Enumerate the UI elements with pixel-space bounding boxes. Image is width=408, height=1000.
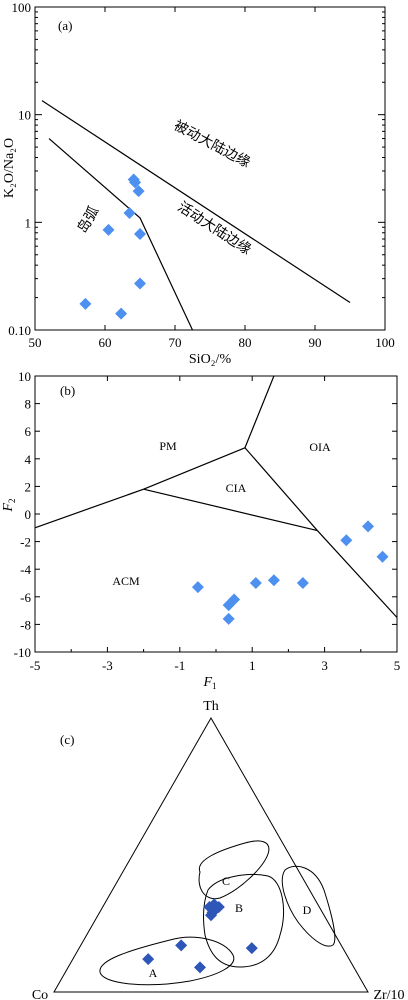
panel-b-frame xyxy=(34,375,398,653)
panel-b-ticks: -5 -3 -1 1 3 5 -10 -8 -6 -4 -2 0 2 4 6 8 10 xyxy=(14,369,401,673)
b-y-tick-label: 2 xyxy=(25,479,32,494)
c-data-point xyxy=(205,909,217,922)
field-b-label: B xyxy=(235,901,243,915)
field-d-label: D xyxy=(303,903,312,917)
b-data-point xyxy=(362,520,375,533)
panel-b-label: (b) xyxy=(60,383,75,398)
field-a-outline xyxy=(99,936,235,986)
b-data-point xyxy=(249,577,262,589)
pm-field-label: PM xyxy=(159,439,177,453)
a-x-tick-label: 50 xyxy=(29,335,42,350)
active-margin-label: 活动大陆边缘 xyxy=(175,199,254,258)
field-c-label: C xyxy=(222,874,230,888)
c-data-point xyxy=(142,953,155,966)
b-boundary-line xyxy=(244,447,318,531)
b-data-point xyxy=(340,534,353,547)
c-data-point xyxy=(245,942,258,955)
c-data-point xyxy=(194,961,207,974)
b-y-tick-label: -2 xyxy=(20,535,31,550)
a-x-tick-label: 70 xyxy=(169,335,182,350)
b-boundary-line xyxy=(34,447,246,529)
a-x-tick-label: 60 xyxy=(99,335,112,350)
b-x-tick-label: -3 xyxy=(102,658,113,673)
passive-margin-label: 被动大陆边缘 xyxy=(171,118,253,172)
b-data-point xyxy=(267,574,280,587)
panel-b-points xyxy=(191,520,389,625)
b-data-point xyxy=(376,550,389,563)
panel-a-points xyxy=(79,173,146,320)
b-boundary-line xyxy=(316,530,398,618)
vertex-th-label: Th xyxy=(203,699,219,714)
b-data-point xyxy=(228,593,241,606)
a-y-tick-label: 100 xyxy=(12,0,32,15)
vertex-co-label: Co xyxy=(32,988,48,1000)
panel-a-frame xyxy=(34,6,386,331)
b-y-tick-label: -8 xyxy=(20,617,31,632)
island-arc-label: 岛弧 xyxy=(75,204,103,236)
b-x-tick-label: -5 xyxy=(30,658,41,673)
b-data-point xyxy=(191,581,204,594)
a-boundary-line xyxy=(48,138,194,331)
ternary-triangle xyxy=(53,716,369,993)
panel-a-xlabel: SiO₂/% xyxy=(189,352,232,367)
field-a-label: A xyxy=(149,966,158,980)
a-y-tick-label: 0.10 xyxy=(8,323,31,338)
b-data-point xyxy=(296,577,309,589)
panel-b: (b) -5 -3 -1 1 3 5 -10 -8 -6 -4 -2 0 2 4 6 8 10 PM CIA O… xyxy=(1,369,400,691)
b-y-tick-label: 0 xyxy=(25,507,32,522)
c-data-point xyxy=(175,939,188,952)
b-y-tick-label: -10 xyxy=(14,645,31,660)
oia-field-label: OIA xyxy=(309,440,331,454)
a-y-tick-label: 10 xyxy=(18,108,31,123)
field-b-outline xyxy=(203,874,285,968)
a-data-point xyxy=(129,176,142,189)
vertex-zr-label: Zr/10 xyxy=(373,988,404,1000)
field-d-outline xyxy=(281,865,336,947)
a-data-point xyxy=(132,185,145,198)
panel-a-boundaries xyxy=(41,100,351,331)
b-x-tick-label: 1 xyxy=(249,658,256,673)
b-x-tick-label: -1 xyxy=(174,658,185,673)
a-data-point xyxy=(115,307,128,320)
a-y-tick-label: 1 xyxy=(25,215,32,230)
a-data-point xyxy=(79,297,92,310)
panel-a-ylabel: K₂O/Na₂O xyxy=(2,138,17,198)
b-y-tick-label: 4 xyxy=(25,452,32,467)
a-data-point xyxy=(134,277,146,290)
a-x-tick-label: 100 xyxy=(375,335,395,350)
a-data-point xyxy=(123,207,136,220)
cia-field-label: CIA xyxy=(226,481,247,495)
panel-b-boundaries xyxy=(34,375,398,618)
b-y-tick-label: 6 xyxy=(25,424,32,439)
panel-c: (c) Th Co Zr/10 C B A D xyxy=(32,699,405,1000)
b-x-tick-label: 3 xyxy=(321,658,328,673)
b-boundary-line xyxy=(143,488,318,532)
b-y-tick-label: 8 xyxy=(25,397,32,412)
panel-b-ylabel: F2 xyxy=(1,498,17,512)
b-y-tick-label: 10 xyxy=(18,369,31,384)
a-x-tick-label: 90 xyxy=(309,335,322,350)
panel-a-label: (a) xyxy=(58,18,72,33)
acm-field-label: ACM xyxy=(112,574,140,588)
b-y-tick-label: -4 xyxy=(20,562,31,577)
panel-b-xlabel: F1 xyxy=(202,675,216,691)
a-data-point xyxy=(134,227,146,240)
b-y-tick-label: -6 xyxy=(20,590,31,605)
b-boundary-line xyxy=(244,375,275,448)
field-c-outline xyxy=(198,840,270,900)
b-x-tick-label: 5 xyxy=(394,658,401,673)
panel-a-ticks: 50 60 70 80 90 100 0.10 1 10 100 xyxy=(8,0,395,350)
b-data-point xyxy=(222,612,235,625)
panel-a: (a) 50 60 70 80 90 100 0.10 1 10 100 被动大陆边缘 活动大陆边… xyxy=(2,0,395,367)
panel-c-points xyxy=(142,898,258,974)
a-data-point xyxy=(102,223,115,236)
a-x-tick-label: 80 xyxy=(239,335,252,350)
a-boundary-line xyxy=(41,100,351,304)
panel-c-label: (c) xyxy=(60,732,74,747)
